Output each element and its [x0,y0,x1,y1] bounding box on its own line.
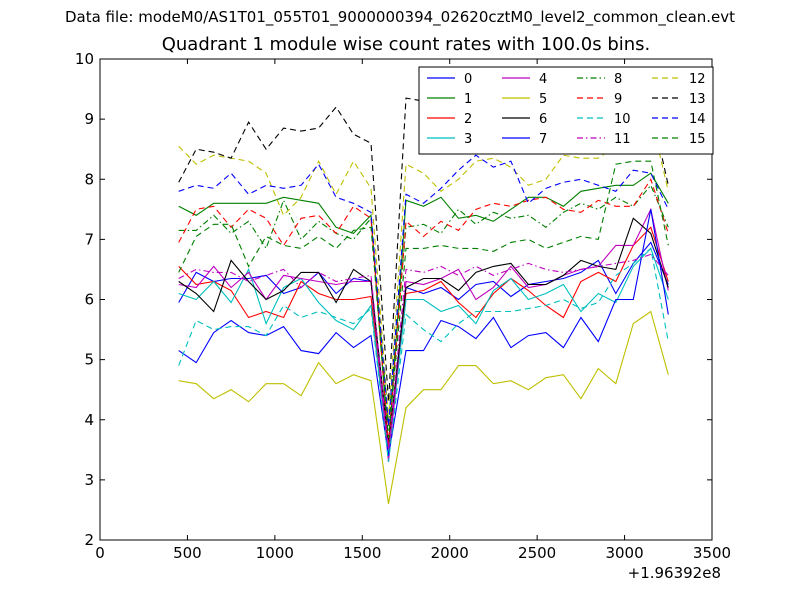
legend-label-11: 11 [614,132,631,147]
legend-label-12: 12 [689,72,706,87]
x-tick-label: 2500 [518,544,556,562]
legend-label-1: 1 [464,92,472,107]
x-offset-label: +1.96392e8 [628,564,721,582]
series-line-0 [178,241,669,447]
series-line-15 [178,160,669,438]
legend-label-15: 15 [689,132,706,147]
legend-label-9: 9 [614,92,622,107]
legend-box [418,66,714,155]
chart-title: Quadrant 1 module wise count rates with … [161,34,651,55]
series-line-8 [178,184,669,426]
y-tick-label: 4 [84,411,94,429]
series-line-3 [178,247,669,456]
chart-suptitle: Data file: modeM0/AS1T01_055T01_90000003… [64,8,736,26]
series-line-10 [178,247,669,462]
legend-label-6: 6 [539,112,547,127]
y-tick-label: 5 [84,351,94,369]
series-line-2 [178,226,669,450]
legend-label-7: 7 [539,132,547,147]
y-tick-label: 10 [75,50,94,68]
x-tick-label: 3500 [693,544,731,562]
legend-label-2: 2 [464,112,472,127]
legend-label-5: 5 [539,92,547,107]
x-tick-label: 2000 [431,544,469,562]
series-line-14 [178,154,669,426]
series-line-12 [178,114,669,420]
legend-label-0: 0 [464,72,472,87]
legend-label-8: 8 [614,72,622,87]
y-tick-label: 2 [84,531,94,549]
series-line-6 [178,217,669,444]
series-line-4 [178,207,669,462]
y-tick-label: 8 [84,170,94,188]
series-line-1 [178,172,669,447]
legend-label-3: 3 [464,132,472,147]
series-line-7 [178,209,669,456]
y-tick-label: 7 [84,230,94,248]
x-tick-label: 1000 [256,544,294,562]
x-tick-label: 0 [95,544,105,562]
x-tick-label: 1500 [343,544,381,562]
legend-label-14: 14 [689,112,706,127]
y-tick-label: 9 [84,110,94,128]
x-tick-label: 500 [173,544,202,562]
y-tick-label: 6 [84,291,94,309]
legend-label-4: 4 [539,72,547,87]
y-tick-label: 3 [84,471,94,489]
legend-label-10: 10 [614,112,631,127]
x-tick-label: 3000 [605,544,643,562]
series-line-11 [178,253,669,450]
series-line-9 [178,178,669,444]
legend-label-13: 13 [689,92,706,107]
series-line-5 [178,310,669,504]
